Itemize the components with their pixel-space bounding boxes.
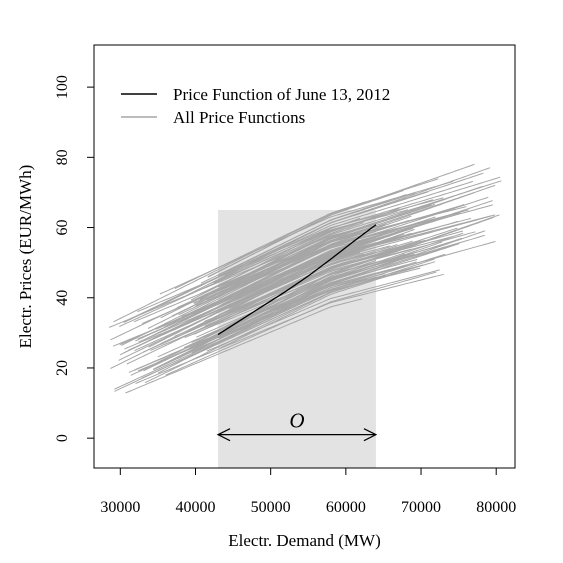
overlap-arrow-left-head (216, 428, 231, 442)
price-function-line (109, 225, 373, 328)
price-function-line (195, 204, 494, 306)
price-function-line (204, 231, 476, 327)
price-function-line (177, 209, 449, 308)
price-function-line (177, 243, 449, 340)
price-function-line (200, 192, 416, 284)
price-function-line (125, 298, 363, 394)
price-function-line (206, 269, 440, 352)
price-function-line (135, 273, 444, 384)
y-tick-label: 20 (54, 360, 71, 376)
price-function-line (128, 264, 408, 373)
price-function-line (225, 230, 464, 314)
price-function-line (159, 172, 484, 306)
price-function-line (195, 243, 456, 347)
highlighted-price-function (217, 224, 377, 336)
price-function-line (143, 253, 415, 372)
price-function-line (190, 217, 361, 301)
x-axis-label: Electr. Demand (MW) (228, 531, 380, 550)
price-function-line (198, 213, 455, 300)
y-axis-label: Electr. Prices (EUR/MWh) (16, 165, 35, 349)
axes-layer: 30000 40000 50000 60000 70000 80000 0 20 40 60 80 1… (16, 44, 516, 550)
x-tick-label: 80000 (476, 499, 516, 516)
price-function-line (225, 238, 377, 304)
legend-label: All Price Functions (173, 108, 305, 127)
y-tick-label: 60 (54, 220, 71, 236)
all-price-functions-lines (109, 163, 502, 394)
x-tick-label: 50000 (251, 499, 291, 516)
legend: Price Function of June 13, 2012 All Price… (121, 85, 390, 127)
y-tick-label: 40 (54, 290, 71, 306)
price-function-line (219, 272, 397, 349)
legend-label: Price Function of June 13, 2012 (173, 85, 390, 104)
y-tick-label: 0 (54, 434, 71, 442)
price-function-line (126, 240, 413, 365)
price-function-line (119, 210, 398, 327)
x-tick-label: 60000 (326, 499, 366, 516)
x-tick-label: 40000 (175, 499, 215, 516)
price-function-line (188, 241, 381, 331)
overlap-annotation-layer: O (216, 409, 378, 442)
x-tick-label: 70000 (401, 499, 441, 516)
price-function-line (226, 207, 400, 286)
y-tick-label: 100 (54, 75, 71, 99)
price-function-line (218, 243, 460, 339)
price-function-line (207, 163, 475, 278)
price-function-line (228, 197, 444, 272)
price-function-line (113, 201, 366, 323)
price-function-line (140, 216, 495, 372)
y-tick-label: 80 (54, 149, 71, 165)
price-function-line (179, 226, 414, 332)
overlap-arrow-right-head (363, 428, 378, 442)
highlighted-price-function-layer (217, 224, 377, 336)
price-function-line (184, 269, 362, 339)
plot-frame (93, 44, 516, 469)
x-tick-label: 30000 (100, 499, 140, 516)
overlap-label: O (289, 409, 304, 433)
price-function-line (190, 264, 424, 350)
